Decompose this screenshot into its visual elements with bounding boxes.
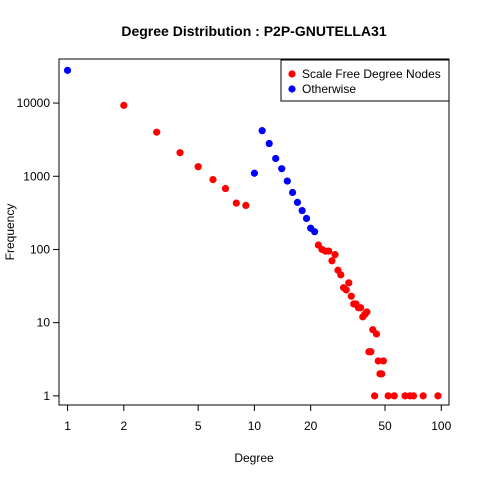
scale-free-point (401, 392, 409, 400)
scale-free-point (120, 101, 128, 109)
chart-title: Degree Distribution : P2P-GNUTELLA31 (121, 23, 386, 39)
x-axis: 1 2 5 10 20 50 100 (64, 404, 452, 433)
scale-free-point (221, 184, 230, 193)
scale-free-point (325, 247, 333, 255)
y-axis-label: Frequency (3, 204, 17, 261)
otherwise-point (288, 188, 297, 197)
scale-free-point (337, 271, 345, 279)
scale-free-point (242, 201, 250, 209)
scale-free-point (328, 257, 336, 265)
y-tick-label: 1 (43, 389, 50, 403)
scale-free-point (390, 392, 398, 400)
legend-label-otherwise: Otherwise (302, 82, 356, 96)
x-tick-label: 50 (378, 419, 392, 433)
scale-free-point (372, 330, 381, 338)
scale-free-point (194, 163, 202, 171)
scale-free-point (176, 149, 184, 157)
plot-frame (58, 58, 450, 406)
scale-free-point (378, 370, 386, 378)
otherwise-point (311, 228, 319, 236)
y-tick-label: 100 (30, 242, 50, 256)
scale-free-point (434, 392, 442, 400)
scale-free-point (419, 392, 427, 400)
scale-free-point (371, 392, 379, 400)
x-tick-label: 20 (304, 419, 318, 433)
y-tick-label: 1000 (23, 169, 50, 183)
y-tick-label: 10 (37, 316, 51, 330)
otherwise-point (63, 66, 72, 74)
legend-box (280, 59, 450, 102)
x-tick-label: 2 (120, 419, 127, 433)
legend-marker-otherwise (288, 85, 296, 93)
y-axis: 1 10 100 1000 10000 (17, 96, 60, 403)
data-points (63, 66, 442, 400)
scale-free-point (153, 128, 161, 136)
x-tick-label: 5 (195, 419, 202, 433)
y-tick-label: 10000 (17, 96, 51, 110)
scale-free-point (345, 279, 353, 287)
scale-free-point (384, 392, 392, 400)
scale-free-point (209, 176, 217, 184)
otherwise-point (278, 165, 286, 173)
legend: Scale Free Degree Nodes Otherwise (280, 59, 450, 102)
otherwise-point (293, 198, 302, 206)
x-tick-label: 10 (248, 419, 262, 433)
otherwise-point (265, 139, 273, 148)
scale-free-point (363, 308, 371, 316)
legend-marker-scale-free (288, 70, 296, 78)
scale-free-point (347, 292, 355, 300)
otherwise-point (272, 154, 280, 163)
otherwise-point (298, 206, 306, 215)
scale-free-point (379, 357, 387, 365)
otherwise-point (250, 169, 259, 177)
x-axis-label: Degree (234, 451, 274, 465)
scale-free-point (356, 304, 365, 312)
legend-label-scale-free: Scale Free Degree Nodes (302, 67, 441, 81)
scale-free-point (374, 357, 382, 365)
scale-free-point (342, 286, 350, 294)
scale-free-point (232, 199, 240, 207)
scale-free-point (409, 392, 418, 400)
scale-free-point (367, 348, 375, 356)
scale-free-point (331, 251, 339, 259)
x-tick-label: 1 (64, 419, 71, 433)
otherwise-point (258, 127, 266, 135)
x-tick-label: 100 (431, 419, 451, 433)
otherwise-point (283, 177, 291, 185)
otherwise-point (302, 214, 311, 223)
